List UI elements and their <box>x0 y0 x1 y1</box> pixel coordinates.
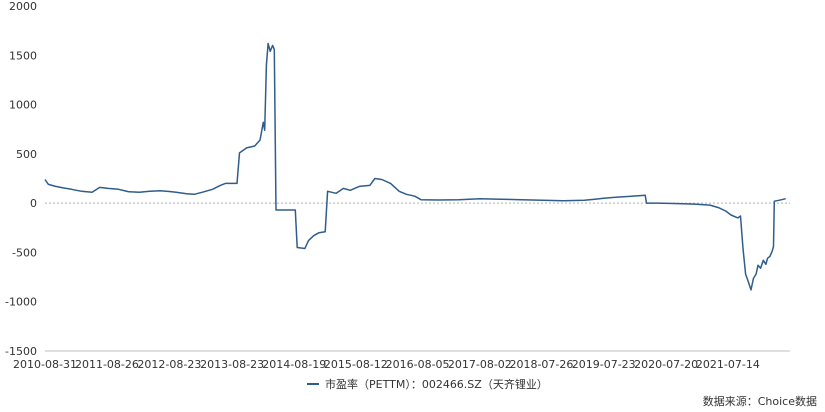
legend-swatch <box>307 383 319 385</box>
x-tick-label: 2014-08-19 <box>262 358 326 371</box>
x-tick-label: 2012-08-23 <box>137 358 201 371</box>
x-tick-label: 2011-08-26 <box>75 358 139 371</box>
legend: 市盈率（PETTM）：002466.SZ（天齐锂业） <box>307 376 548 392</box>
x-tick-label: 2015-08-12 <box>324 358 388 371</box>
y-tick-label: 0 <box>30 197 37 210</box>
y-axis-ticks: 2000 1500 1000 500 0 -500 -1000 -1500 <box>5 0 37 358</box>
y-tick-label: 1500 <box>9 49 37 62</box>
x-tick-label: 2013-08-23 <box>200 358 264 371</box>
y-tick-label: 2000 <box>9 0 37 13</box>
x-tick-label: 2019-07-23 <box>572 358 636 371</box>
data-source-note: 数据来源：Choice数据 <box>702 395 817 408</box>
x-tick-label: 2018-07-26 <box>509 358 573 371</box>
x-axis-ticks: 2010-08-312011-08-262012-08-232013-08-23… <box>13 358 760 371</box>
y-tick-label: -1000 <box>5 296 37 309</box>
y-tick-label: -1500 <box>5 345 37 358</box>
x-tick-label: 2020-07-20 <box>634 358 698 371</box>
y-tick-label: -500 <box>12 246 37 259</box>
y-tick-label: 1000 <box>9 99 37 112</box>
x-tick-label: 2016-08-05 <box>386 358 450 371</box>
x-tick-label: 2017-08-02 <box>448 358 512 371</box>
legend-label: 市盈率（PETTM）：002466.SZ（天齐锂业） <box>325 378 548 391</box>
x-tick-label: 2021-07-14 <box>696 358 760 371</box>
y-tick-label: 500 <box>16 148 37 161</box>
x-tick-label: 2010-08-31 <box>13 358 77 371</box>
pe-ttm-series-line <box>44 42 786 291</box>
